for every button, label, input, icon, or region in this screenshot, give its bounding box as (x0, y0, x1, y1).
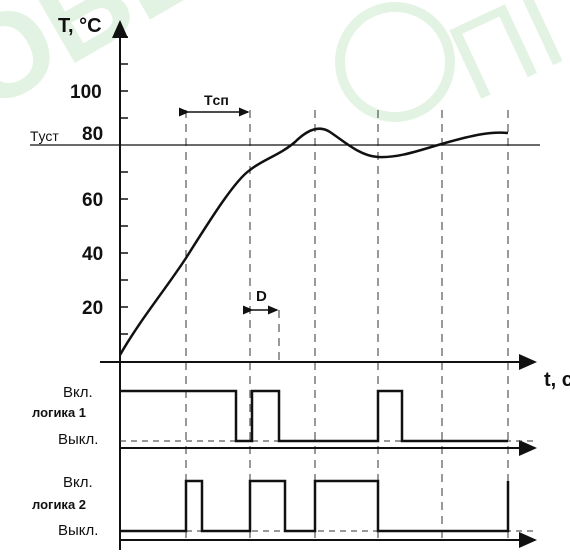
y-ticks (120, 36, 128, 335)
y-tick-label: 100 (70, 82, 102, 103)
setpoint-label: Tуст (30, 128, 59, 144)
logic-1-signal (120, 389, 508, 443)
x-axis-title: t, c (544, 369, 570, 391)
logic-2-off-label: Выкл. (58, 522, 98, 539)
logic-1-off-label: Выкл. (58, 431, 98, 448)
tsp-label: Tсп (204, 92, 229, 108)
y-tick-label: 40 (82, 244, 103, 265)
temperature-curve (118, 127, 509, 356)
logic-2-on-label: Вкл. (63, 474, 93, 491)
vertical-guides (185, 110, 509, 540)
y-tick-label: 80 (82, 124, 103, 145)
watermark-logo-icon (335, 2, 455, 122)
logic-2-panel: Вкл. логика 2 Выкл. (32, 474, 537, 548)
watermark-text: OBE (0, 0, 225, 136)
y-tick-label: 60 (82, 190, 103, 211)
logic-2-label: логика 2 (32, 497, 86, 512)
logic-1-label: логика 1 (32, 405, 86, 420)
temperature-axes (100, 20, 537, 550)
y-axis-title: T, °C (58, 15, 102, 37)
y-tick-label: 20 (82, 298, 103, 319)
logic-1-on-label: Вкл. (63, 384, 93, 401)
logic-2-signal (120, 479, 510, 533)
d-label: D (256, 288, 267, 305)
logic-1-panel: Вкл. логика 1 Выкл. (32, 384, 537, 456)
